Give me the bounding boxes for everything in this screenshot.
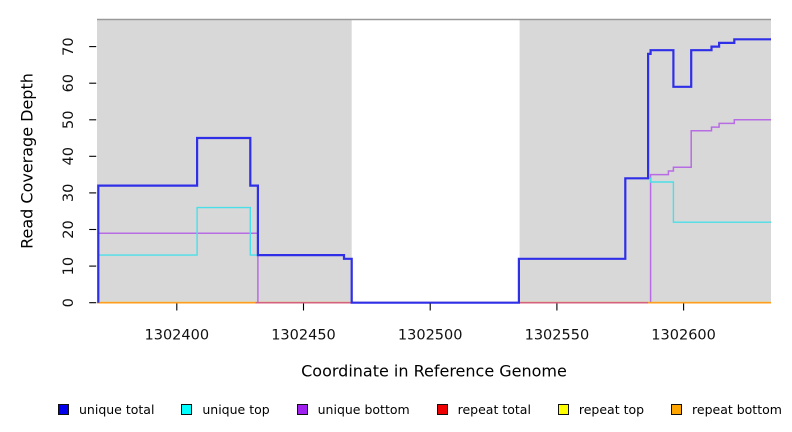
legend-swatch-unique-total-icon: [58, 403, 69, 415]
shaded-region-1: [519, 20, 771, 304]
y-tick-label: 10: [61, 257, 77, 275]
y-tick-label: 50: [61, 111, 77, 129]
legend-item-repeat-top: repeat top: [557, 401, 645, 417]
y-tick-label: 30: [61, 184, 77, 202]
shaded-region-0: [97, 20, 352, 304]
x-tick-label: 1302600: [651, 328, 716, 344]
y-tick-label: 40: [61, 147, 77, 165]
legend-label-repeat-total: repeat total: [457, 401, 531, 417]
legend-label-repeat-top: repeat top: [578, 401, 645, 417]
legend-swatch-repeat-bottom-icon: [671, 403, 683, 415]
legend-swatch-unique-top-icon: [181, 403, 193, 415]
y-tick-label: 20: [61, 220, 77, 238]
legend-label-unique-total: unique total: [79, 401, 155, 417]
legend-label-unique-bottom: unique bottom: [317, 401, 410, 417]
legend-item-unique-bottom: unique bottom: [296, 401, 410, 417]
legend-label-repeat-bottom: repeat bottom: [692, 401, 782, 417]
coverage-plot-canvas: 1302400 1302450 1302500 1302550 1302600 0 10 20…: [61, 18, 771, 344]
legend-label-unique-top: unique top: [202, 401, 270, 417]
legend-item-repeat-total: repeat total: [436, 401, 531, 417]
x-tick-label: 1302550: [525, 328, 590, 344]
x-axis-title: Coordinate in Reference Genome: [301, 361, 567, 381]
legend-item-unique-total: unique total: [58, 402, 154, 417]
y-axis-title: Read Coverage Depth: [17, 73, 37, 249]
y-tick-label: 60: [61, 74, 77, 92]
x-tick-label: 1302500: [398, 328, 463, 344]
x-tick-label: 1302400: [145, 328, 210, 344]
legend-swatch-repeat-top-icon: [557, 403, 569, 415]
y-tick-label: 0: [61, 298, 77, 307]
legend-swatch-repeat-total-icon: [436, 403, 448, 415]
legend-item-unique-top: unique top: [181, 401, 270, 417]
legend-item-repeat-bottom: repeat bottom: [671, 402, 782, 417]
series-line-unique-total: [97, 38, 771, 304]
legend-swatch-unique-bottom-icon: [296, 403, 308, 415]
legend: unique total unique top unique bottom re…: [58, 401, 782, 417]
y-tick-label: 70: [61, 37, 77, 55]
x-tick-label: 1302450: [271, 328, 336, 344]
